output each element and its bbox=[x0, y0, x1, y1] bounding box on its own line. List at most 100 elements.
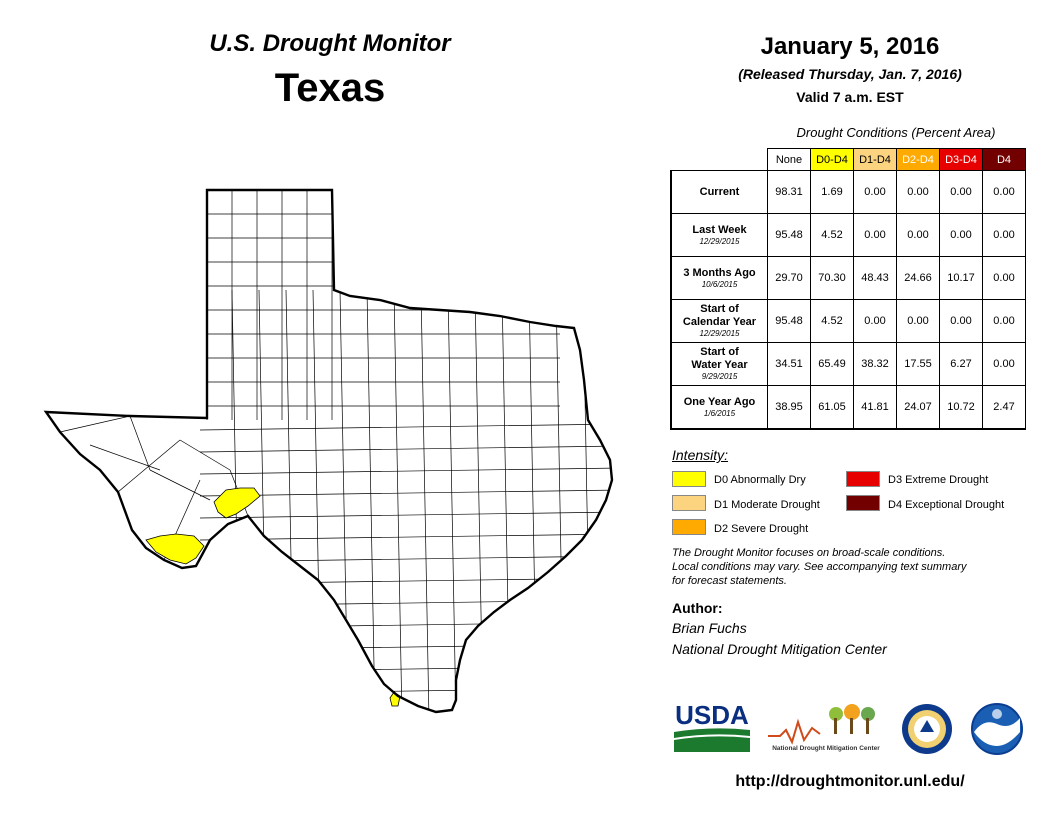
table-row: One Year Ago 1/6/2015 38.95 61.05 41.81 24.07… bbox=[670, 385, 1026, 430]
legend-swatch-d4 bbox=[846, 495, 880, 511]
legend-swatch-d1 bbox=[672, 495, 706, 511]
region-title: Texas bbox=[274, 66, 386, 110]
legend-swatch-d2 bbox=[672, 519, 706, 535]
table-cell: 0.00 bbox=[853, 170, 897, 214]
row-label-text: Current bbox=[699, 185, 740, 198]
row-label-text: Start of bbox=[700, 303, 739, 315]
table-cell: 0.00 bbox=[896, 170, 940, 214]
legend-swatch-d0 bbox=[672, 471, 706, 487]
usda-logo-text: USDA bbox=[675, 700, 749, 730]
table-corner bbox=[671, 149, 768, 171]
row-label-text: Water Year bbox=[691, 359, 748, 371]
table-cell: 95.48 bbox=[767, 299, 811, 343]
ndmc-logo-text: National Drought Mitigation Center bbox=[772, 745, 880, 752]
table-header-row: None D0-D4 D1-D4 D2-D4 D3-D4 D4 bbox=[671, 148, 1026, 171]
column-header: D4 bbox=[982, 148, 1026, 171]
table-cell: 0.00 bbox=[939, 213, 983, 257]
table-cell: 0.00 bbox=[982, 170, 1026, 214]
table-cell: 70.30 bbox=[810, 256, 854, 300]
table-cell: 17.55 bbox=[896, 342, 940, 386]
table-cell: 38.32 bbox=[853, 342, 897, 386]
table-cell: 24.66 bbox=[896, 256, 940, 300]
table-cell: 41.81 bbox=[853, 385, 897, 430]
row-label-text: Start of bbox=[700, 346, 739, 358]
legend-label-d4: D4 Exceptional Drought bbox=[888, 499, 1005, 511]
map-date: January 5, 2016 bbox=[760, 33, 940, 60]
table-cell: 6.27 bbox=[939, 342, 983, 386]
table-cell: 34.51 bbox=[767, 342, 811, 386]
row-date: 12/29/2015 bbox=[699, 329, 740, 338]
table-cell: 98.31 bbox=[767, 170, 811, 214]
table-row: Start of Water Year 9/29/2015 34.51 65.49 38.… bbox=[670, 342, 1026, 386]
row-date: 12/29/2015 bbox=[699, 236, 740, 246]
legend-label-d3: D3 Extreme Drought bbox=[888, 474, 989, 486]
column-header: D0-D4 bbox=[810, 148, 854, 171]
row-label: Start of Water Year 9/29/2015 bbox=[670, 342, 768, 386]
table-cell: 0.00 bbox=[853, 299, 897, 343]
row-label: Last Week 12/29/2015 bbox=[670, 213, 768, 257]
table-cell: 0.00 bbox=[896, 299, 940, 343]
row-label-text: Calendar Year bbox=[682, 316, 757, 328]
release-date: (Released Thursday, Jan. 7, 2016) bbox=[738, 66, 962, 82]
table-cell: 24.07 bbox=[896, 385, 940, 430]
disclaimer-note: The Drought Monitor focuses on broad-sca… bbox=[672, 546, 1032, 588]
row-label: Start of Calendar Year 12/29/2015 bbox=[670, 299, 768, 343]
legend-label-d2: D2 Severe Drought bbox=[714, 523, 809, 535]
legend-label-d1: D1 Moderate Drought bbox=[714, 499, 820, 511]
legend-swatch-d3 bbox=[846, 471, 880, 487]
table-cell: 0.00 bbox=[982, 342, 1026, 386]
note-line: The Drought Monitor focuses on broad-sca… bbox=[672, 547, 946, 559]
row-date: 10/6/2015 bbox=[701, 279, 738, 289]
table-row: Current 98.31 1.69 0.00 0.00 0.00 0.00 bbox=[670, 170, 1026, 214]
author-name: Brian Fuchs bbox=[672, 620, 747, 636]
valid-time: Valid 7 a.m. EST bbox=[796, 89, 904, 105]
row-label: One Year Ago 1/6/2015 bbox=[670, 385, 768, 430]
ndmc-logo: National Drought Mitigation Center bbox=[768, 704, 880, 752]
author-organization: National Drought Mitigation Center bbox=[672, 641, 887, 657]
row-label-text: 3 Months Ago bbox=[683, 266, 756, 279]
row-label-text: One Year Ago bbox=[683, 395, 756, 408]
table-cell: 29.70 bbox=[767, 256, 811, 300]
table-cell: 38.95 bbox=[767, 385, 811, 430]
noaa-logo bbox=[971, 703, 1023, 755]
table-cell: 65.49 bbox=[810, 342, 854, 386]
table-cell: 1.69 bbox=[810, 170, 854, 214]
table-row: Last Week 12/29/2015 95.48 4.52 0.00 0.00 0.00… bbox=[670, 213, 1026, 257]
table-cell: 0.00 bbox=[896, 213, 940, 257]
drought-conditions-table: None D0-D4 D1-D4 D2-D4 D3-D4 D4 Current 9… bbox=[670, 148, 1026, 430]
table-cell: 0.00 bbox=[982, 213, 1026, 257]
drought-area-d0-davis-mountains bbox=[213, 487, 261, 519]
table-cell: 4.52 bbox=[810, 213, 854, 257]
table-cell: 95.48 bbox=[767, 213, 811, 257]
row-label: Current bbox=[670, 170, 768, 214]
table-cell: 48.43 bbox=[853, 256, 897, 300]
author-heading: Author: bbox=[672, 600, 723, 616]
row-label-text: Last Week bbox=[692, 223, 747, 236]
table-cell: 0.00 bbox=[939, 299, 983, 343]
table-cell: 61.05 bbox=[810, 385, 854, 430]
note-line: Local conditions may vary. See accompany… bbox=[672, 561, 967, 573]
product-title: U.S. Drought Monitor bbox=[209, 30, 451, 57]
website-link[interactable]: http://droughtmonitor.unl.edu/ bbox=[735, 773, 965, 790]
column-header: D1-D4 bbox=[853, 148, 897, 171]
legend-title: Intensity: bbox=[672, 447, 729, 463]
table-cell: 0.00 bbox=[853, 213, 897, 257]
note-line: for forecast statements. bbox=[672, 575, 787, 587]
texas-map bbox=[44, 188, 614, 714]
legend-label-d0: D0 Abnormally Dry bbox=[714, 474, 806, 486]
table-cell: 10.17 bbox=[939, 256, 983, 300]
conditions-table-title: Drought Conditions (Percent Area) bbox=[796, 125, 996, 140]
table-cell: 0.00 bbox=[982, 256, 1026, 300]
department-of-commerce-seal bbox=[902, 704, 952, 754]
row-label: 3 Months Ago 10/6/2015 bbox=[670, 256, 768, 300]
table-cell: 0.00 bbox=[982, 299, 1026, 343]
row-date: 9/29/2015 bbox=[701, 372, 738, 381]
column-header: D3-D4 bbox=[939, 148, 983, 171]
usda-logo: USDA bbox=[674, 700, 750, 752]
table-cell: 4.52 bbox=[810, 299, 854, 343]
table-cell: 10.72 bbox=[939, 385, 983, 430]
drought-area-d0-big-bend bbox=[145, 533, 205, 565]
column-header: D2-D4 bbox=[896, 148, 940, 171]
table-row: Start of Calendar Year 12/29/2015 95.48 4.52… bbox=[670, 299, 1026, 343]
table-row: 3 Months Ago 10/6/2015 29.70 70.30 48.43 24.6… bbox=[670, 256, 1026, 300]
